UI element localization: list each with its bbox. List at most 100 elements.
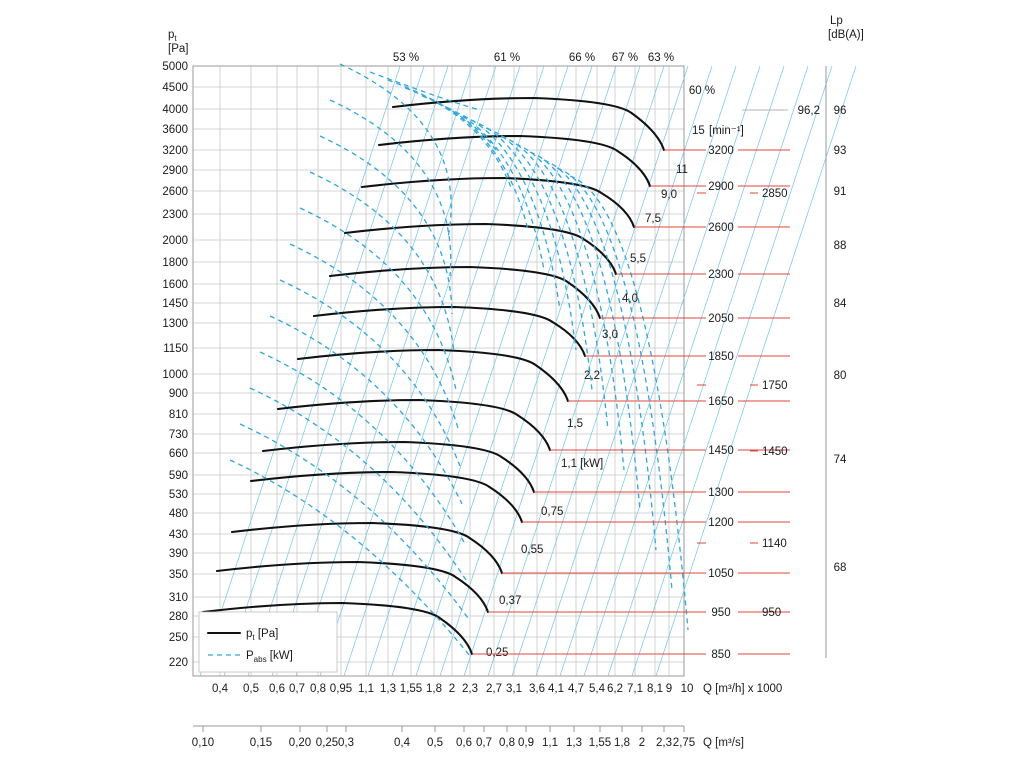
y-tick-label: 1000 (162, 369, 188, 381)
pabs-curve (259, 351, 465, 543)
legend-label: pt [Pa] (246, 628, 278, 642)
pabs-curve (309, 171, 455, 353)
rpm-label: 1050 (708, 568, 734, 580)
efficiency-label: 63 % (648, 52, 674, 64)
qs-tick-label: 1,3 (566, 737, 582, 749)
rpm-label: 2900 (708, 181, 734, 193)
pt-curve-1850 (312, 305, 587, 358)
qs-tick-label: 0,10 (192, 737, 214, 749)
pabs-curve (339, 63, 452, 239)
y-tick-label: 590 (169, 470, 188, 482)
qs-tick-label: 0,15 (250, 737, 272, 749)
system-line (463, 65, 665, 677)
qs-tick-label: 0,6 (456, 737, 472, 749)
qs-tick-label: 0,9 (518, 737, 534, 749)
y-tick-label: 350 (169, 569, 188, 581)
qh-tick-label: 0,4 (212, 683, 229, 695)
system-line (295, 65, 497, 677)
pabs-curve (249, 387, 467, 581)
power-label: 0,55 (521, 544, 543, 556)
legend-label-unit: [kW] (267, 650, 293, 662)
qh-tick-label: 0,6 (269, 683, 285, 695)
y-tick-label: 220 (169, 657, 188, 669)
y-tick-label: 730 (169, 429, 188, 441)
pabs-curve (515, 143, 625, 471)
legend-box (198, 611, 338, 673)
y-tick-label: 1300 (162, 318, 188, 330)
y-tick-label: 2600 (162, 186, 188, 198)
legend-label-sub: abs (254, 655, 267, 664)
lp-tick-label: 84 (834, 298, 847, 310)
lp-tick-label: 96 (834, 105, 847, 117)
pt-curve-850 (201, 601, 474, 656)
qh-tick-label: 10 (681, 683, 694, 695)
y-tick-label: 390 (169, 548, 188, 560)
pt-curve-2900 (377, 134, 652, 188)
legend-label-sub: t (252, 633, 255, 642)
system-line (367, 65, 569, 677)
qs-tick-label: 2,3 (656, 737, 672, 749)
pt-curve-1200 (249, 470, 524, 524)
qh-tick-label: 4,1 (548, 683, 564, 695)
rpm-label: 1200 (708, 517, 734, 529)
rpm-label: 850 (711, 649, 730, 661)
efficiency-label: 61 % (494, 52, 520, 64)
y-tick-label: 2300 (162, 209, 188, 221)
rpm-label: 2600 (708, 222, 734, 234)
lp-axis-label: Lp (830, 15, 843, 27)
qh-tick-label: 3,6 (529, 683, 545, 695)
qs-tick-label: 0,3 (338, 737, 354, 749)
qh-tick-label: 2 (449, 683, 455, 695)
legend-label-unit: [Pa] (255, 628, 279, 640)
qs-tick-label: 0,8 (499, 737, 515, 749)
pt-curve-1650 (296, 348, 570, 403)
pabs-curve (299, 207, 457, 391)
y-tick-label: 310 (169, 592, 188, 604)
system-line (271, 65, 473, 677)
pabs-curve (529, 151, 641, 511)
pt-curve-2050 (328, 265, 602, 320)
rpm-label: 1300 (708, 487, 734, 499)
system-line (223, 65, 425, 677)
y-tick-label: 2900 (162, 165, 188, 177)
efficiency-label: 53 % (393, 52, 419, 64)
qh-tick-label: 0,5 (243, 683, 259, 695)
y-tick-label: 660 (169, 448, 188, 460)
y-tick-label: 1800 (162, 257, 188, 269)
efficiency-label: 66 % (569, 52, 595, 64)
efficiency-label: 67 % (612, 52, 638, 64)
pt-curve-3200 (391, 96, 666, 152)
pabs-curve (239, 423, 469, 619)
system-line (439, 65, 641, 677)
rpm-label-right: 2850 (762, 188, 788, 200)
rpm-label: 950 (711, 607, 730, 619)
qh-tick-label: 2,3 (462, 683, 478, 695)
y-tick-label: 4500 (162, 82, 188, 94)
qs-tick-label: 0,25 (316, 737, 338, 749)
pabs-curve (485, 127, 593, 391)
system-line (199, 65, 401, 677)
system-line (487, 65, 689, 677)
power-label: 2,2 (584, 370, 600, 382)
system-line (343, 65, 545, 677)
lp-tick-label: 91 (834, 186, 847, 198)
qs-tick-label: 0,5 (427, 737, 443, 749)
system-line (559, 65, 761, 677)
lp-tick-label: 80 (834, 370, 847, 382)
rpm-label: 2300 (708, 269, 734, 281)
y-tick-label: 1450 (162, 298, 188, 310)
pabs-curve (569, 175, 689, 631)
qs-tick-label: 0,4 (394, 737, 411, 749)
y-tick-label: 480 (169, 508, 188, 520)
qh-tick-label: 7,1 (627, 683, 643, 695)
qh-tick-label: 3,1 (506, 683, 522, 695)
qs-tick-label: 1,1 (542, 737, 558, 749)
system-line (631, 65, 833, 677)
qh-tick-label: 6,2 (607, 683, 623, 695)
pabs-curve (329, 99, 452, 277)
y-axis-label-sub: t (174, 34, 177, 43)
qh-tick-label: 2,7 (486, 683, 502, 695)
power-label: 1,1 [kW] (561, 458, 603, 470)
pabs-curve (404, 87, 513, 191)
